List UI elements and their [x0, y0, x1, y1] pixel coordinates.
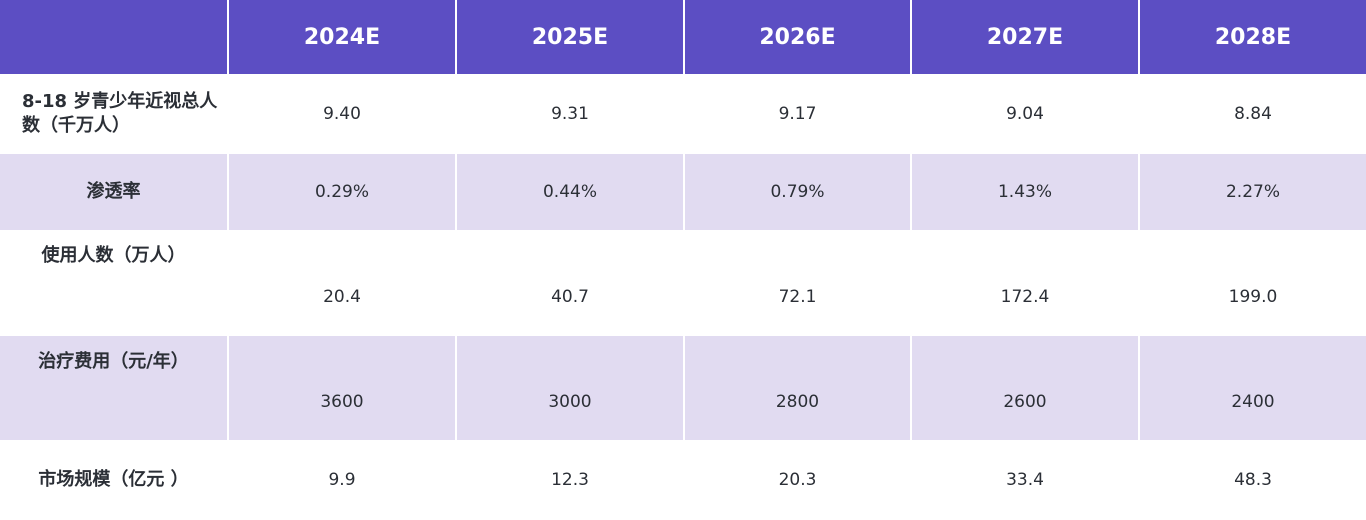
table-cell: 9.31 — [456, 74, 685, 154]
table-cell: 12.3 — [456, 440, 685, 520]
header-cell-empty — [0, 0, 229, 74]
table-row: 使用人数（万人） 20.4 40.7 72.1 172.4 199.0 — [0, 230, 1366, 336]
header-cell-2026e: 2026E — [684, 0, 912, 74]
row-label-myopia-population: 8-18 岁青少年近视总人数（千万人） — [0, 74, 229, 154]
header-cell-2024e: 2024E — [228, 0, 457, 74]
row-label-penetration-rate: 渗透率 — [0, 154, 229, 230]
table-cell: 9.04 — [911, 74, 1140, 154]
table-cell: 0.29% — [228, 154, 457, 230]
table-cell: 9.17 — [684, 74, 912, 154]
table-cell: 9.40 — [228, 74, 457, 154]
table-row: 市场规模（亿元 ） 9.9 12.3 20.3 33.4 48.3 — [0, 440, 1366, 520]
table-cell: 2600 — [911, 336, 1140, 440]
table-cell: 40.7 — [456, 230, 685, 336]
table-cell: 20.4 — [228, 230, 457, 336]
table-cell: 2400 — [1139, 336, 1366, 440]
table-header: 2024E 2025E 2026E 2027E 2028E — [0, 0, 1366, 74]
table-row: 治疗费用（元/年） 3600 3000 2800 2600 2400 — [0, 336, 1366, 440]
table-cell: 2.27% — [1139, 154, 1366, 230]
header-cell-2025e: 2025E — [456, 0, 685, 74]
table-cell: 48.3 — [1139, 440, 1366, 520]
table-cell: 3000 — [456, 336, 685, 440]
table-cell: 0.79% — [684, 154, 912, 230]
row-label-treatment-cost: 治疗费用（元/年） — [0, 336, 229, 440]
table-cell: 9.9 — [228, 440, 457, 520]
table-cell: 72.1 — [684, 230, 912, 336]
table-cell: 8.84 — [1139, 74, 1366, 154]
table-cell: 2800 — [684, 336, 912, 440]
row-label-market-size: 市场规模（亿元 ） — [0, 440, 229, 520]
header-cell-2027e: 2027E — [911, 0, 1140, 74]
table-cell: 172.4 — [911, 230, 1140, 336]
row-label-users: 使用人数（万人） — [0, 230, 229, 336]
table-cell: 199.0 — [1139, 230, 1366, 336]
table-cell: 0.44% — [456, 154, 685, 230]
table-cell: 1.43% — [911, 154, 1140, 230]
table-cell: 3600 — [228, 336, 457, 440]
table-row: 渗透率 0.29% 0.44% 0.79% 1.43% 2.27% — [0, 154, 1366, 230]
header-row: 2024E 2025E 2026E 2027E 2028E — [0, 0, 1366, 74]
table-cell: 20.3 — [684, 440, 912, 520]
table-body: 8-18 岁青少年近视总人数（千万人） 9.40 9.31 9.17 9.04 … — [0, 74, 1366, 520]
header-cell-2028e: 2028E — [1139, 0, 1366, 74]
table-cell: 33.4 — [911, 440, 1140, 520]
table-row: 8-18 岁青少年近视总人数（千万人） 9.40 9.31 9.17 9.04 … — [0, 74, 1366, 154]
